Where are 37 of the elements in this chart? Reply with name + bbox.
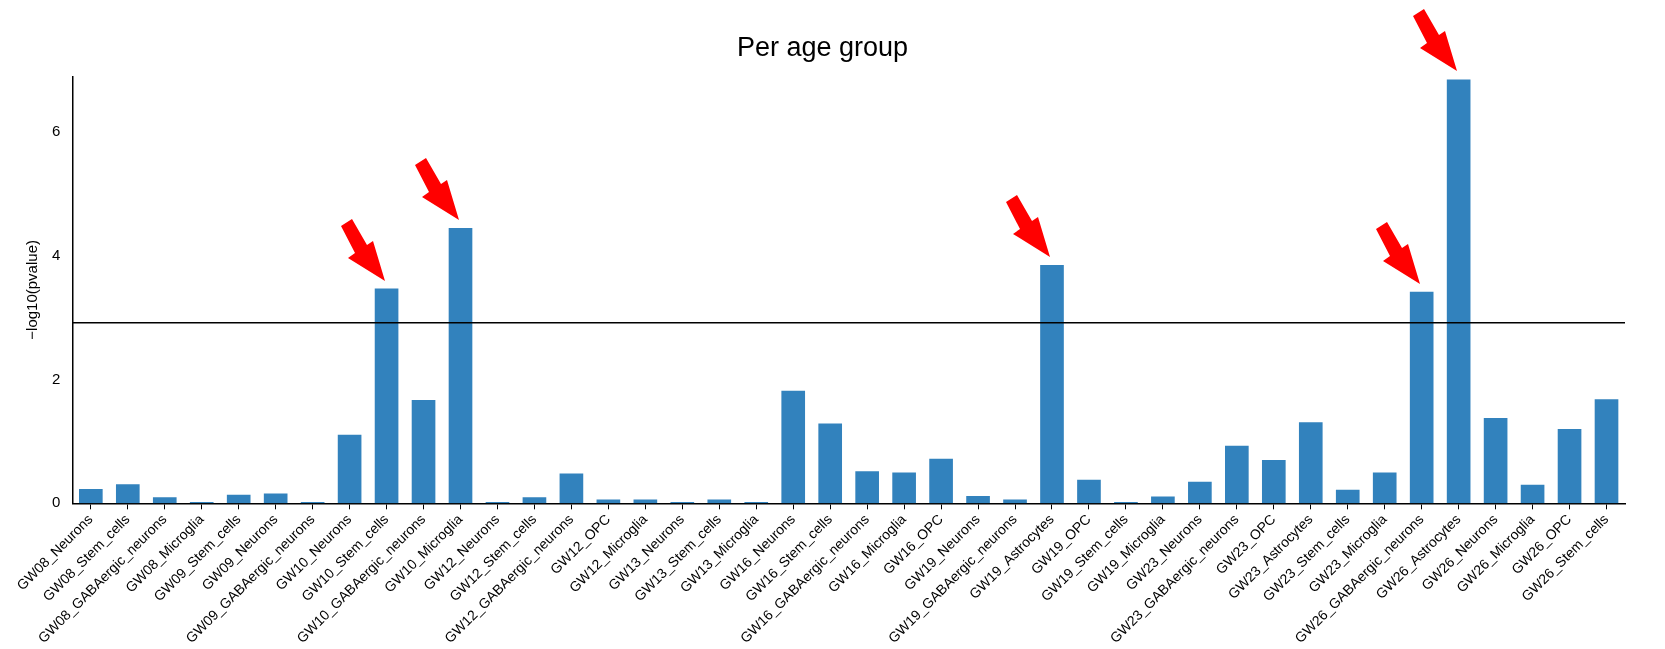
bar bbox=[1520, 484, 1545, 504]
bar bbox=[1594, 399, 1619, 504]
bar bbox=[855, 471, 879, 504]
bar bbox=[152, 497, 177, 504]
bar bbox=[522, 497, 547, 504]
bar bbox=[1188, 481, 1212, 504]
bar bbox=[929, 458, 953, 504]
bar bbox=[1372, 472, 1397, 504]
bar bbox=[818, 423, 843, 504]
y-tick-label: 4 bbox=[52, 245, 61, 263]
bar bbox=[1298, 422, 1323, 504]
bar bbox=[337, 434, 362, 504]
chart-title: Per age group bbox=[736, 31, 909, 62]
bar bbox=[79, 489, 103, 504]
y-tick-label: 6 bbox=[52, 122, 61, 140]
bar bbox=[1077, 479, 1101, 504]
bar bbox=[892, 472, 916, 504]
bar bbox=[1225, 445, 1249, 504]
bar bbox=[448, 227, 473, 504]
bar bbox=[1557, 429, 1582, 504]
bar bbox=[1483, 417, 1508, 504]
bar bbox=[1446, 79, 1471, 504]
bar bbox=[559, 473, 584, 504]
bar bbox=[374, 288, 399, 504]
bar bbox=[1261, 460, 1286, 504]
y-axis-title: −log10(pvalue) bbox=[23, 240, 41, 340]
y-tick-label: 0 bbox=[52, 493, 61, 511]
bar bbox=[966, 495, 990, 504]
y-tick-label: 2 bbox=[52, 369, 61, 387]
bar bbox=[115, 484, 140, 504]
bar bbox=[263, 493, 288, 504]
bar bbox=[1040, 265, 1064, 504]
bar bbox=[781, 390, 806, 504]
bar bbox=[226, 494, 251, 504]
bar bbox=[1409, 291, 1434, 504]
bar bbox=[411, 399, 436, 504]
bar bbox=[1335, 489, 1360, 504]
